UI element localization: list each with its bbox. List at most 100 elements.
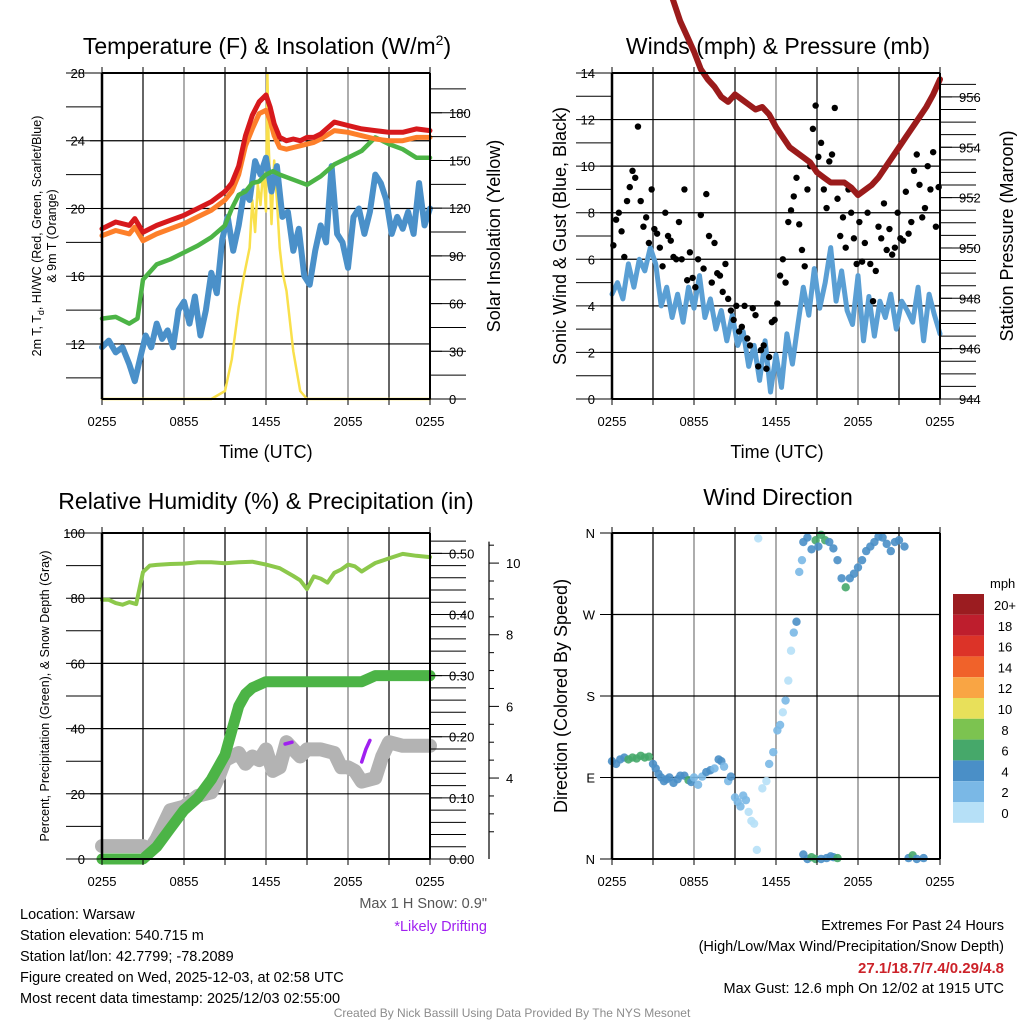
direction-point (752, 845, 762, 855)
wind-direction-series (607, 530, 928, 864)
direction-point (833, 555, 842, 565)
colorbar-swatch (953, 781, 984, 802)
x-tick-label: 1455 (762, 414, 791, 429)
x-tick-label: 0855 (170, 414, 199, 429)
x-tick-label: 2055 (844, 874, 873, 889)
gust-point (878, 235, 885, 242)
gust-point (626, 183, 633, 191)
gust-point (858, 258, 866, 265)
direction-point (811, 536, 820, 545)
gust-point (755, 363, 762, 370)
x-tick-label: 0255 (88, 414, 117, 429)
gust-point (924, 162, 931, 170)
gust-point (823, 204, 830, 212)
max-gust: Max Gust: 12.6 mph On 12/02 at 1915 UTC (723, 981, 1004, 997)
y-tick-label: E (586, 771, 595, 786)
extremes-info: Extremes For Past 24 Hours (High/Low/Max… (699, 916, 1004, 1000)
gust-point (847, 209, 855, 216)
station-info: Location: Warsaw Station elevation: 540.… (20, 905, 344, 1010)
winds-ylabel-left: Sonic Wind & Gust (Blue, Black) (550, 107, 570, 365)
direction-point (758, 784, 767, 793)
gust-point (902, 188, 910, 195)
direction-point (754, 534, 763, 543)
temperature-axes: 0255085514552055025512162024280306090120… (66, 66, 471, 429)
gust-point (716, 272, 724, 279)
colorbar-label: 10 (998, 702, 1012, 717)
direction-point (744, 807, 753, 817)
direction-point (741, 795, 751, 805)
gust-point (815, 153, 822, 161)
station-location: Location: Warsaw (20, 907, 135, 923)
winds-title: Winds (mph) & Pressure (mb) (626, 33, 930, 59)
gust-point (790, 193, 797, 200)
gust-point (711, 239, 718, 247)
gust-point (899, 237, 907, 244)
gust-point (765, 353, 773, 361)
gust-point (746, 342, 754, 349)
direction-point (710, 764, 719, 773)
direction-point (693, 780, 703, 789)
snow-tick-label: 6 (506, 699, 513, 714)
direction-point (689, 773, 699, 782)
gust-point (757, 346, 765, 354)
gust-point (683, 277, 691, 284)
direction-point (786, 646, 796, 655)
gust-point (919, 214, 926, 221)
wind-direction-title: Wind Direction (703, 484, 853, 510)
direction-point (837, 574, 846, 583)
temperature-title: Temperature (F) & Insolation (W/m2) (83, 32, 451, 59)
gust-point (867, 260, 874, 268)
colorbar-swatch (953, 635, 984, 657)
colorbar-label: 2 (1001, 785, 1008, 800)
y-tick-label: N (586, 852, 595, 867)
y-tick-label: S (586, 689, 595, 704)
direction-point (849, 569, 859, 578)
gust-point (787, 207, 795, 214)
temperature-ylabel-left-2: & 9m T (Orange) (45, 189, 59, 282)
colorbar-label: 14 (998, 660, 1012, 675)
series-drift (359, 738, 372, 764)
humidity-panel: Relative Humidity (%) & Precipitation (i… (38, 488, 520, 889)
gust-point (648, 186, 655, 193)
gust-point (839, 214, 847, 221)
gust-point (883, 246, 890, 254)
gust-point (697, 211, 705, 219)
temperature-series (99, 71, 433, 401)
gust-point (640, 223, 647, 230)
x-tick-label: 0855 (170, 874, 199, 889)
x-tick-label: 2055 (334, 414, 363, 429)
gust-point (645, 239, 653, 247)
gust-point (749, 304, 756, 312)
humidity-grid (102, 533, 430, 859)
gust-point (929, 148, 937, 156)
gust-point (686, 249, 694, 256)
temperature-ylabel-right: Solar Insolation (Yellow) (484, 140, 504, 332)
gust-point (642, 214, 650, 221)
direction-point (795, 567, 804, 577)
gust-point (880, 200, 888, 207)
gust-point (888, 251, 896, 258)
gust-point (653, 230, 661, 237)
x-tick-label: 1455 (762, 874, 791, 889)
direction-point (762, 776, 771, 786)
direction-point (764, 759, 774, 769)
temperature-xlabel: Time (UTC) (219, 442, 312, 462)
gust-point (913, 151, 920, 158)
gust-point (735, 328, 743, 335)
gust-point (812, 102, 819, 109)
direction-point (719, 762, 729, 771)
series-temp9m (99, 107, 433, 244)
gust-point (703, 190, 710, 198)
direction-point (781, 696, 790, 705)
direction-point (829, 544, 838, 553)
direction-point (726, 772, 736, 781)
gust-point (809, 125, 817, 133)
gust-point (908, 218, 915, 226)
direction-point (644, 752, 654, 761)
colorbar-label: 6 (1001, 744, 1008, 759)
winds-ylabel-right: Station Pressure (Maroon) (997, 130, 1017, 341)
gust-point (785, 218, 792, 226)
winds-axes: 0255085514552055025502468101214944946948… (576, 66, 981, 429)
temperature-ylabel-left-1: 2m T, Td, HI/WC (Red, Green, Scarlet/Blu… (30, 116, 46, 357)
